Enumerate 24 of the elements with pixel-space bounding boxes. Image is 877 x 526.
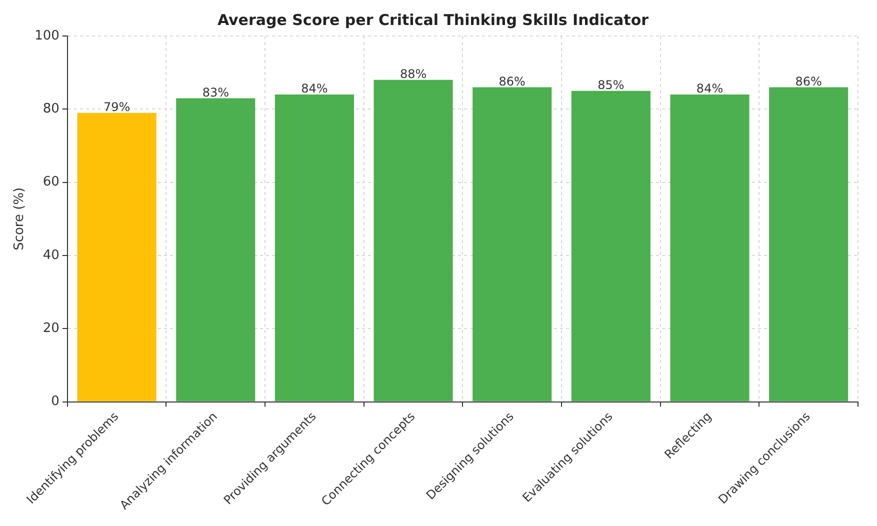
bar [176,98,256,402]
y-tick-label: 100 [34,28,60,44]
y-tick-label: 40 [42,248,60,263]
bar [374,80,453,402]
chart-title: Average Score per Critical Thinking Skills Indicator [217,10,650,29]
data-label: 83% [202,85,229,100]
bar [670,94,750,402]
data-label: 79% [103,100,130,114]
y-tick-label: 80 [42,102,60,117]
bar [274,94,354,402]
bar [77,112,156,402]
y-tick-label: 20 [42,321,60,336]
data-label: 84% [696,82,724,96]
bar [472,87,552,402]
data-label: 86% [498,74,526,88]
bar [769,87,848,402]
data-label: 85% [598,78,624,92]
bar [571,90,650,402]
y-tick-label: 60 [42,174,60,190]
y-tick-label: 0 [51,394,60,410]
y-axis-title: Score (%) [12,187,28,250]
data-label: 86% [795,74,822,88]
data-label: 84% [301,82,328,96]
data-label: 88% [400,67,427,82]
